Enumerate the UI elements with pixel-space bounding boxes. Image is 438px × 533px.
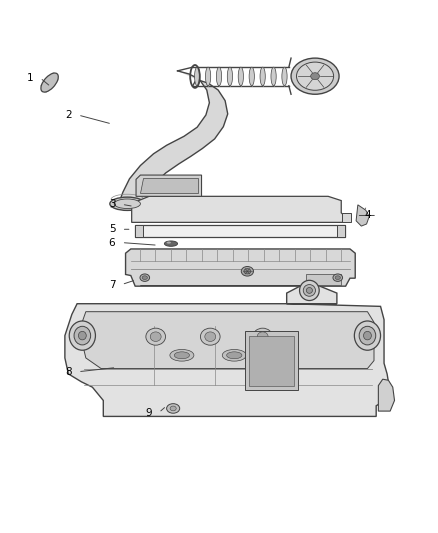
Ellipse shape <box>41 73 58 92</box>
Text: 9: 9 <box>146 408 152 418</box>
Ellipse shape <box>297 62 334 90</box>
Ellipse shape <box>142 276 148 279</box>
Polygon shape <box>356 205 369 226</box>
Ellipse shape <box>194 67 200 86</box>
Text: 6: 6 <box>109 238 115 247</box>
Polygon shape <box>337 225 345 237</box>
Ellipse shape <box>257 332 268 342</box>
Ellipse shape <box>114 199 141 208</box>
Ellipse shape <box>110 197 145 211</box>
Ellipse shape <box>300 280 319 301</box>
Text: 2: 2 <box>65 110 72 120</box>
Polygon shape <box>135 225 143 237</box>
Ellipse shape <box>216 67 222 86</box>
Ellipse shape <box>146 328 166 345</box>
Polygon shape <box>132 196 346 222</box>
Ellipse shape <box>164 241 177 246</box>
Text: 1: 1 <box>27 73 34 83</box>
Ellipse shape <box>69 321 95 350</box>
Polygon shape <box>119 71 228 204</box>
Polygon shape <box>135 225 345 237</box>
Polygon shape <box>126 249 355 286</box>
Ellipse shape <box>205 67 211 86</box>
Ellipse shape <box>222 350 246 361</box>
Polygon shape <box>136 175 201 196</box>
Ellipse shape <box>260 67 265 86</box>
Ellipse shape <box>359 326 376 345</box>
Polygon shape <box>245 332 297 390</box>
Polygon shape <box>249 336 294 385</box>
Text: 5: 5 <box>109 224 115 235</box>
Polygon shape <box>342 213 351 222</box>
Ellipse shape <box>253 328 272 345</box>
Ellipse shape <box>244 269 251 274</box>
Polygon shape <box>141 178 198 193</box>
Polygon shape <box>79 312 374 368</box>
Ellipse shape <box>249 67 254 86</box>
Polygon shape <box>140 274 341 285</box>
Ellipse shape <box>303 285 315 296</box>
Ellipse shape <box>282 67 287 86</box>
Polygon shape <box>378 379 395 411</box>
Ellipse shape <box>226 352 242 359</box>
Ellipse shape <box>78 332 86 340</box>
Ellipse shape <box>150 332 161 342</box>
Ellipse shape <box>364 332 371 340</box>
Ellipse shape <box>238 67 244 86</box>
Ellipse shape <box>311 72 319 79</box>
Polygon shape <box>65 285 389 416</box>
Ellipse shape <box>74 326 91 345</box>
Ellipse shape <box>333 274 343 281</box>
Text: 4: 4 <box>364 211 371 221</box>
Ellipse shape <box>166 403 180 413</box>
Ellipse shape <box>306 287 312 293</box>
Ellipse shape <box>354 321 381 350</box>
Ellipse shape <box>291 58 339 94</box>
Ellipse shape <box>140 274 150 281</box>
Text: 8: 8 <box>65 367 72 377</box>
Ellipse shape <box>227 67 233 86</box>
Ellipse shape <box>335 276 340 279</box>
Ellipse shape <box>170 406 176 411</box>
Ellipse shape <box>201 328 220 345</box>
Ellipse shape <box>271 67 276 86</box>
Ellipse shape <box>174 352 190 359</box>
Ellipse shape <box>170 350 194 361</box>
Ellipse shape <box>166 241 171 244</box>
Text: 7: 7 <box>109 280 115 289</box>
Text: 3: 3 <box>109 199 115 209</box>
Ellipse shape <box>205 332 216 342</box>
Ellipse shape <box>241 266 254 276</box>
